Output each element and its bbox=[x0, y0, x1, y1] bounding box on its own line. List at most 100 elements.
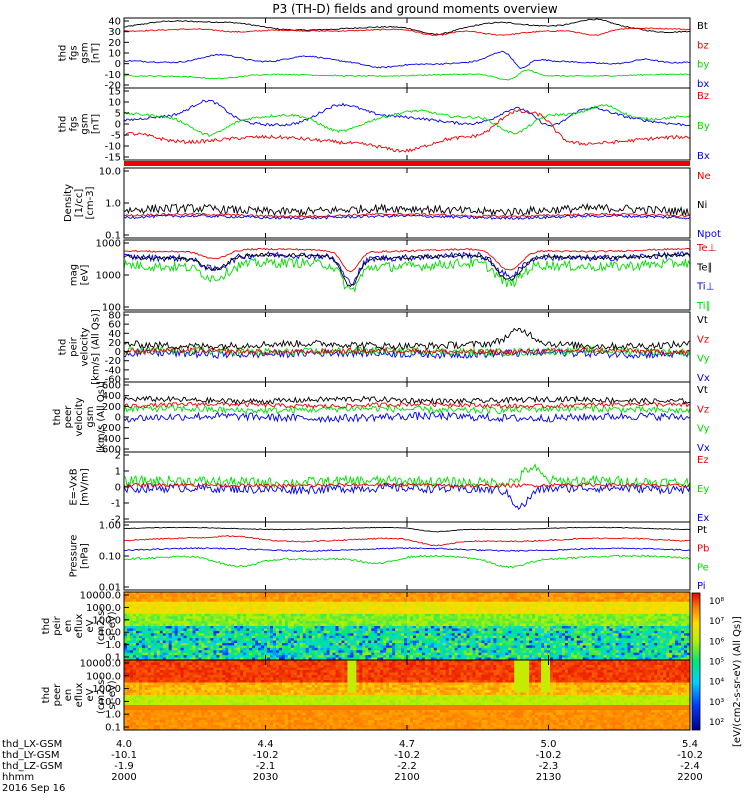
spectrogram-cell bbox=[493, 638, 497, 641]
spectrogram-cell bbox=[129, 611, 134, 615]
spectrogram-cell bbox=[156, 635, 161, 639]
spectrogram-cell bbox=[541, 628, 545, 632]
spectrogram-cell bbox=[508, 609, 512, 612]
spectrogram-cell bbox=[338, 647, 342, 651]
spectrogram-cell bbox=[621, 601, 625, 605]
spectrogram-cell bbox=[466, 618, 470, 622]
spectrogram-cell bbox=[246, 618, 250, 622]
spectrogram-cell bbox=[558, 621, 563, 624]
spectrogram-cell bbox=[472, 643, 476, 646]
spectrogram-cell bbox=[258, 611, 262, 615]
spectrogram-cell bbox=[308, 616, 313, 620]
spectrogram-cell bbox=[389, 643, 393, 646]
spectrogram-cell bbox=[177, 618, 181, 622]
spectrogram-cell bbox=[159, 650, 164, 654]
spectrogram-cell bbox=[404, 647, 408, 651]
spectrogram-cell bbox=[243, 630, 247, 634]
spectrogram-cell bbox=[198, 645, 202, 649]
spectrogram-cell bbox=[377, 611, 381, 615]
spectrogram-cell bbox=[341, 640, 345, 644]
spectrogram-cell bbox=[350, 618, 354, 622]
spectrogram-cell bbox=[469, 633, 473, 637]
spectrogram-cell bbox=[165, 592, 170, 595]
spectrogram-cell bbox=[180, 601, 184, 605]
spectrogram-cell bbox=[570, 628, 575, 632]
spectrogram-cell bbox=[362, 592, 366, 595]
spectrogram-cell bbox=[508, 647, 512, 651]
spectrogram-cell bbox=[237, 650, 241, 654]
spectrogram-cell bbox=[576, 594, 581, 598]
spectrogram-cell bbox=[612, 623, 616, 627]
spectrogram-cell bbox=[442, 606, 447, 610]
spectrogram-cell bbox=[487, 623, 491, 627]
spectrogram-cell bbox=[395, 638, 399, 641]
spectrogram-cell bbox=[633, 618, 637, 622]
spectrogram-cell bbox=[168, 592, 173, 595]
spectrogram-cell bbox=[582, 594, 587, 598]
spectrogram-cell bbox=[535, 633, 539, 637]
spectrogram-cell bbox=[633, 626, 637, 629]
spectrogram-cell bbox=[481, 640, 485, 644]
spectrogram-cell bbox=[478, 647, 482, 651]
spectrogram-cell bbox=[633, 604, 637, 607]
spectrogram-cell bbox=[195, 623, 199, 627]
spectrogram-cell bbox=[466, 609, 470, 612]
spectrogram-cell bbox=[177, 645, 181, 649]
spectrogram-cell bbox=[404, 645, 408, 649]
spectrogram-cell bbox=[237, 618, 241, 622]
spectrogram-cell bbox=[552, 638, 557, 641]
spectrogram-cell bbox=[511, 606, 515, 610]
spectrogram-cell bbox=[684, 599, 688, 603]
spectrogram-cell bbox=[666, 592, 670, 595]
spectrogram-cell bbox=[585, 599, 590, 603]
spectrogram-cell bbox=[478, 592, 482, 595]
spectrogram-cell bbox=[502, 623, 506, 627]
spectrogram-cell bbox=[552, 630, 557, 634]
spectrogram-cell bbox=[505, 609, 509, 612]
spectrogram-cell bbox=[424, 613, 429, 617]
series-line-Npot bbox=[123, 213, 691, 221]
spectrogram-cell bbox=[338, 606, 342, 610]
y-tick-label: 1.00 bbox=[99, 521, 121, 532]
spectrogram-cell bbox=[508, 618, 512, 622]
spectrogram-cell bbox=[365, 621, 369, 624]
spectrogram-cell bbox=[678, 596, 682, 600]
spectrogram-cell bbox=[612, 618, 616, 622]
spectrogram-cell bbox=[338, 628, 342, 632]
spectrogram-cell bbox=[159, 604, 164, 607]
spectrogram-cell bbox=[615, 628, 619, 632]
spectrogram-cell bbox=[383, 628, 387, 632]
spectrogram-cell bbox=[371, 613, 375, 617]
spectrogram-cell bbox=[335, 623, 339, 627]
spectrogram-cell bbox=[582, 645, 587, 649]
spectrogram-cell bbox=[457, 599, 462, 603]
spectrogram-cell bbox=[138, 596, 143, 600]
spectrogram-cell bbox=[460, 628, 464, 632]
spectrogram-cell bbox=[621, 606, 625, 610]
spectrogram-cell bbox=[207, 618, 211, 622]
spectrogram-cell bbox=[222, 621, 226, 624]
spectrogram-cell bbox=[585, 645, 590, 649]
spectrogram-cell bbox=[654, 645, 658, 649]
spectrogram-cell bbox=[445, 613, 450, 617]
spectrogram-cell bbox=[162, 643, 167, 646]
spectrogram-cell bbox=[138, 633, 143, 637]
spectrogram-cell bbox=[407, 626, 411, 629]
spectrogram-cell bbox=[526, 635, 530, 639]
spectrogram-cell bbox=[567, 626, 572, 629]
spectrogram-cell bbox=[514, 623, 518, 627]
spectrogram-cell bbox=[404, 640, 408, 644]
spectrogram-cell bbox=[481, 633, 485, 637]
spectrogram-cell bbox=[255, 618, 259, 622]
spectrogram-cell bbox=[484, 594, 488, 598]
spectrogram-cell bbox=[675, 628, 679, 632]
spectrogram-cell bbox=[371, 630, 375, 634]
spectrogram-cell bbox=[162, 618, 167, 622]
spectrogram-cell bbox=[415, 592, 420, 595]
spectrogram-cell bbox=[418, 616, 423, 620]
spectrogram-cell bbox=[478, 640, 482, 644]
series-line-Vx bbox=[123, 347, 691, 360]
spectrogram-cell bbox=[264, 623, 268, 627]
spectrogram-cell bbox=[347, 650, 351, 654]
spectrogram-cell bbox=[243, 592, 247, 595]
